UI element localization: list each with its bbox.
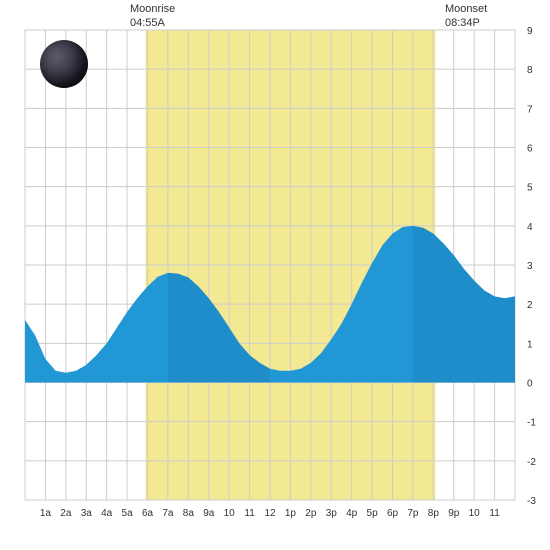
svg-text:2: 2 — [527, 300, 533, 311]
svg-text:7p: 7p — [407, 508, 419, 519]
moonrise-label-block: Moonrise 04:55A — [130, 2, 175, 31]
moonset-time: 08:34P — [445, 16, 487, 30]
svg-text:4p: 4p — [346, 508, 358, 519]
svg-text:9p: 9p — [448, 508, 460, 519]
moonrise-time: 04:55A — [130, 16, 175, 30]
svg-text:7: 7 — [527, 104, 533, 115]
svg-text:10: 10 — [224, 508, 236, 519]
svg-text:9: 9 — [527, 26, 533, 37]
svg-text:-3: -3 — [527, 496, 536, 507]
svg-text:9a: 9a — [203, 508, 215, 519]
svg-text:5a: 5a — [122, 508, 134, 519]
svg-text:2a: 2a — [60, 508, 72, 519]
moon-phase-icon — [40, 40, 88, 88]
svg-text:7a: 7a — [162, 508, 174, 519]
svg-text:5p: 5p — [367, 508, 379, 519]
svg-text:8a: 8a — [183, 508, 195, 519]
svg-text:2p: 2p — [305, 508, 317, 519]
moonset-label: Moonset — [445, 2, 487, 16]
svg-text:1a: 1a — [40, 508, 52, 519]
svg-text:3a: 3a — [81, 508, 93, 519]
moonrise-label: Moonrise — [130, 2, 175, 16]
svg-text:8: 8 — [527, 65, 533, 76]
svg-text:3p: 3p — [326, 508, 338, 519]
tide-chart-container: Moonrise 04:55A Moonset 08:34P -3-2-1012… — [0, 0, 550, 550]
svg-text:11: 11 — [244, 508, 255, 519]
svg-text:1: 1 — [527, 339, 533, 350]
svg-text:4a: 4a — [101, 508, 113, 519]
svg-text:11: 11 — [489, 508, 500, 519]
svg-text:5: 5 — [527, 183, 533, 194]
svg-text:6: 6 — [527, 144, 533, 155]
svg-text:6a: 6a — [142, 508, 154, 519]
svg-text:1p: 1p — [285, 508, 297, 519]
svg-text:-1: -1 — [527, 418, 536, 429]
svg-text:4: 4 — [527, 222, 533, 233]
svg-text:12: 12 — [264, 508, 276, 519]
tide-chart-svg: -3-2-101234567891a2a3a4a5a6a7a8a9a101112… — [0, 0, 550, 550]
svg-text:-2: -2 — [527, 457, 536, 468]
svg-text:0: 0 — [527, 379, 533, 390]
svg-text:8p: 8p — [428, 508, 440, 519]
svg-text:10: 10 — [469, 508, 481, 519]
moonset-label-block: Moonset 08:34P — [445, 2, 487, 31]
svg-text:3: 3 — [527, 261, 533, 272]
svg-text:6p: 6p — [387, 508, 399, 519]
